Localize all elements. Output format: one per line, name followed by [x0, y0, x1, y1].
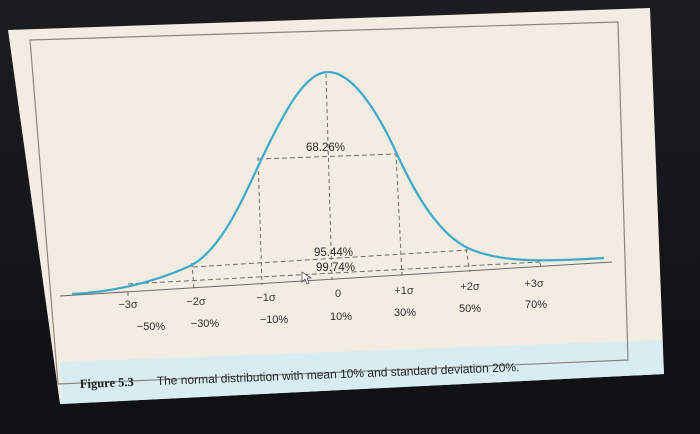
- page-surface: [8, 8, 664, 404]
- label-99: 99.74%: [316, 262, 355, 274]
- sigma-label-plus1: +1σ: [394, 285, 414, 297]
- return-label-30: 30%: [394, 307, 416, 319]
- x-axis-line: [59, 261, 613, 297]
- label-95: 95.44%: [314, 247, 353, 259]
- sigma-verticals: [127, 73, 542, 298]
- vline-minus1: [257, 156, 263, 286]
- sigma-label-minus1: −1σ: [256, 292, 276, 304]
- sigma-label-plus3: +3σ: [524, 278, 544, 290]
- caption-number: Figure 5.3: [80, 375, 134, 391]
- vline-plus2: [465, 248, 471, 273]
- return-label-50: 50%: [459, 303, 481, 315]
- mouse-pointer-icon: [301, 271, 312, 285]
- sigma-label-minus2: −2σ: [186, 296, 206, 308]
- vline-minus2: [191, 262, 195, 291]
- band-lines: [127, 153, 541, 285]
- label-68: 68.26%: [306, 142, 345, 154]
- sigma-labels: −3σ −2σ −1σ 0 +1σ +2σ +3σ: [118, 278, 544, 311]
- return-label-minus10: −10%: [260, 314, 289, 326]
- normal-curve: [71, 70, 605, 296]
- vline-zero: [325, 73, 333, 281]
- return-labels: −50% −30% −10% 10% 30% 50% 70%: [137, 299, 547, 333]
- figure-frame: [29, 21, 629, 385]
- band-line-68: [257, 153, 397, 160]
- sigma-label-zero: 0: [335, 288, 341, 300]
- sigma-label-minus3: −3σ: [118, 299, 138, 311]
- vline-plus3: [539, 262, 542, 269]
- return-label-10: 10%: [330, 311, 352, 323]
- return-label-minus30: −30%: [191, 318, 220, 330]
- band-line-99: [127, 261, 541, 285]
- return-label-70: 70%: [525, 299, 547, 311]
- band-line-95: [192, 249, 469, 268]
- return-label-minus50: −50%: [137, 321, 166, 333]
- caption-bar: [60, 340, 664, 404]
- sigma-label-plus2: +2σ: [460, 281, 480, 293]
